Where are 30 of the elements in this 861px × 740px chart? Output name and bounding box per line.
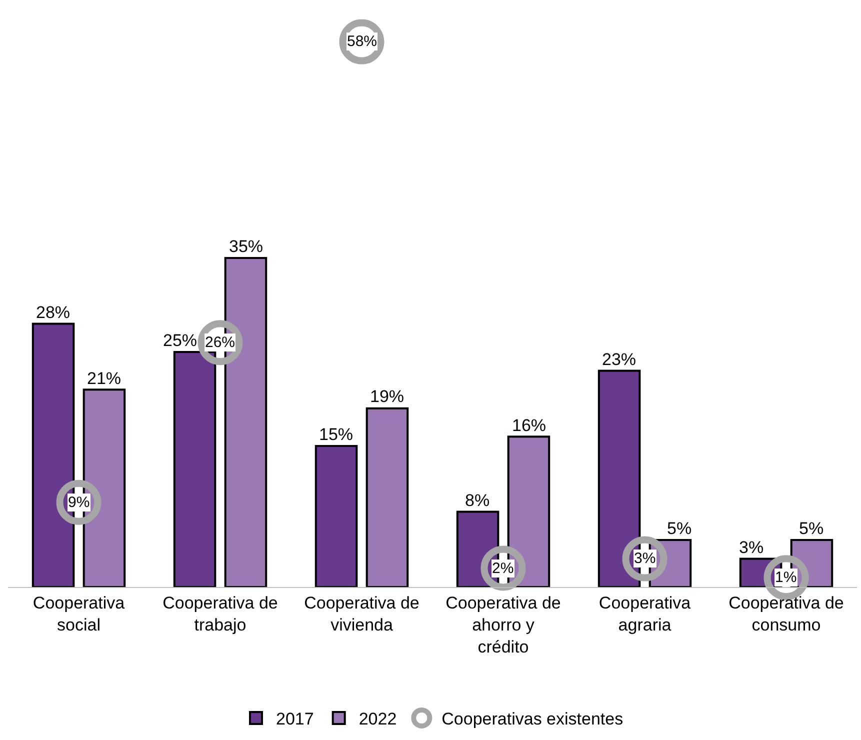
data-label: 5% bbox=[667, 519, 692, 538]
data-label: 26% bbox=[205, 334, 236, 351]
bar bbox=[314, 445, 358, 587]
data-label: 8% bbox=[465, 491, 490, 510]
x-tick-label: Cooperativa de consumo bbox=[728, 593, 844, 634]
data-label: 1% bbox=[775, 569, 797, 586]
data-label: 3% bbox=[739, 538, 764, 557]
legend-label: 2022 bbox=[358, 710, 397, 729]
data-label: 3% bbox=[634, 550, 656, 567]
bar bbox=[366, 407, 409, 587]
x-tick-label: Cooperativa de ahorro y crédito bbox=[446, 593, 561, 657]
x-tick-label: Cooperativa de vivienda bbox=[304, 593, 420, 634]
x-tick-label: Cooperativa agraria bbox=[598, 593, 692, 634]
x-tick-label: Cooperativa de trabajo bbox=[162, 593, 278, 634]
data-label: 28% bbox=[36, 303, 70, 322]
x-tick-label: Cooperativa social bbox=[32, 593, 126, 634]
data-label: 58% bbox=[347, 33, 378, 50]
legend-label: 2017 bbox=[276, 710, 314, 729]
data-label: 5% bbox=[799, 519, 824, 538]
data-label: 2% bbox=[492, 560, 514, 577]
data-label: 25% bbox=[163, 331, 198, 350]
data-label: 19% bbox=[370, 387, 404, 406]
legend-label: Cooperativas existentes bbox=[442, 710, 624, 729]
data-label: 9% bbox=[68, 494, 90, 511]
data-label: 16% bbox=[512, 416, 546, 435]
data-label: 35% bbox=[229, 237, 264, 256]
data-label: 15% bbox=[319, 425, 354, 444]
bar bbox=[173, 351, 216, 587]
data-label: 21% bbox=[87, 369, 122, 388]
data-label: 23% bbox=[602, 350, 636, 369]
